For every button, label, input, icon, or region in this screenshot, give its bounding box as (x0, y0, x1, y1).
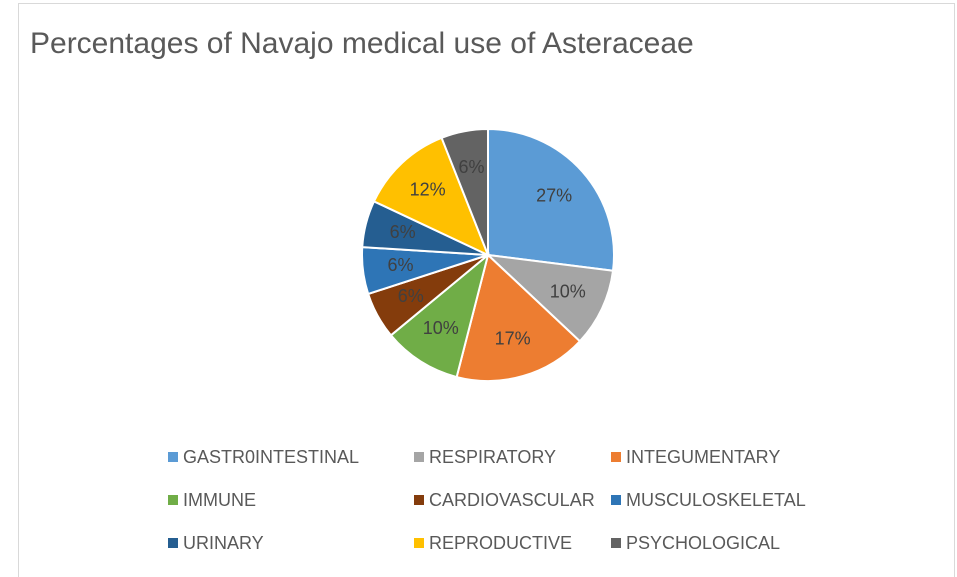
legend-label: REPRODUCTIVE (429, 533, 572, 553)
legend-swatch (168, 495, 178, 505)
data-label: 12% (410, 179, 446, 199)
legend-label: MUSCULOSKELETAL (626, 490, 806, 510)
legend-label: IMMUNE (183, 490, 256, 510)
pie-slice (389, 252, 490, 379)
data-label: 17% (495, 328, 531, 348)
data-label: 6% (398, 286, 424, 306)
pie-slice (372, 136, 490, 257)
data-label: 10% (423, 318, 459, 338)
legend-label: PSYCHOLOGICAL (626, 533, 780, 553)
legend-label: URINARY (183, 533, 264, 553)
legend-swatch (611, 452, 621, 462)
legend-label: GASTR0INTESTINAL (183, 447, 359, 467)
pie-slice (455, 253, 582, 382)
legend-swatch (168, 538, 178, 548)
data-label: 6% (458, 157, 484, 177)
pie-slice (485, 253, 615, 343)
legend-label: RESPIRATORY (429, 447, 556, 467)
data-label: 10% (550, 281, 586, 301)
legend-label: INTEGUMENTARY (626, 447, 780, 467)
legend-swatch (168, 452, 178, 462)
data-label: 6% (390, 222, 416, 242)
legend-swatch (414, 495, 424, 505)
legend-swatch (611, 495, 621, 505)
legend-swatch (611, 538, 621, 548)
legend-label: CARDIOVASCULAR (429, 490, 595, 510)
data-label: 6% (387, 255, 413, 275)
chart-title: Percentages of Navajo medical use of Ast… (30, 27, 694, 60)
pie-slice (440, 127, 489, 256)
legend-swatch (414, 538, 424, 548)
legend-swatch (414, 452, 424, 462)
data-label: 27% (536, 185, 572, 205)
pie-slice (487, 127, 615, 272)
